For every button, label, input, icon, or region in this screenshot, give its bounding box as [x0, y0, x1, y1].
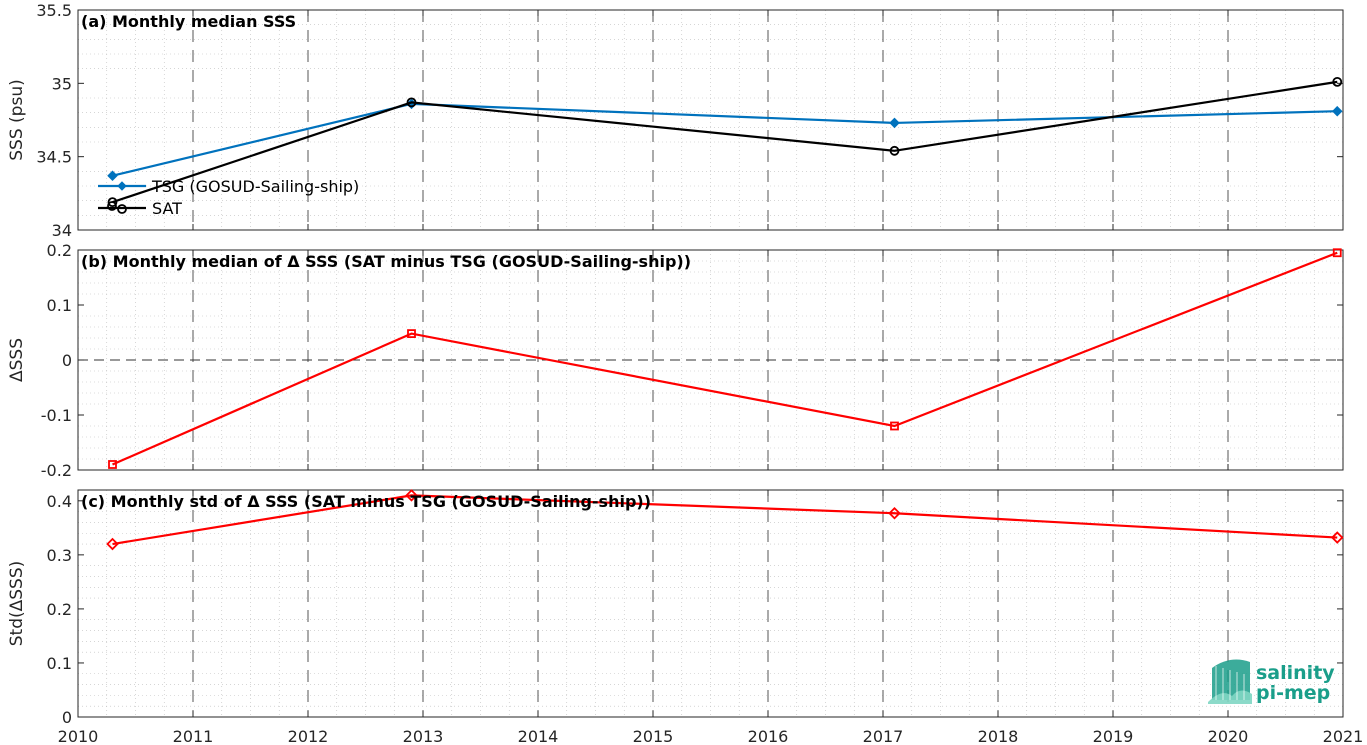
legend-label: TSG (GOSUD-Sailing-ship): [151, 177, 359, 196]
y-tick-label: 0.3: [47, 546, 72, 565]
y-axis-label: ΔSSS: [7, 338, 27, 382]
x-tick-label: 2019: [1093, 727, 1134, 745]
y-axis-label: Std(ΔSSS): [7, 561, 27, 647]
series-delta-0: [106, 489, 1344, 551]
data-point-square: [890, 421, 899, 431]
x-tick-label: 2017: [863, 727, 904, 745]
logo-text-salinity: salinity: [1256, 662, 1335, 684]
axes-box: [77, 489, 1344, 718]
series-line: [112, 80, 1338, 204]
panel-a: 34 34.5 35 35.5 SSS (psu) (a) Monthly median …: [7, 1, 1344, 240]
legend-marker: [107, 201, 117, 211]
data-point-circle: [1332, 76, 1343, 87]
x-tick-label: 2013: [403, 727, 444, 745]
y-axis-label: SSS (psu): [7, 79, 27, 160]
x-tick-label: 2016: [748, 727, 789, 745]
x-tick-label: 2020: [1208, 727, 1249, 745]
legend-label: SAT: [152, 199, 182, 218]
y-tick-label: 0.1: [47, 296, 72, 315]
x-tick-label: 2011: [173, 727, 214, 745]
logo-text-pi-mep: pi-mep: [1256, 682, 1330, 704]
x-tick-label: 2010: [58, 727, 99, 745]
logo-wave-mark: [1212, 659, 1250, 700]
data-point-diamond: [1331, 105, 1343, 117]
x-axis: 2010 2011 2012 2013 2014 2015 2016 2017 2018 2019…: [58, 727, 1364, 745]
legend: TSG (GOSUD-Sailing-ship) SAT: [98, 177, 359, 218]
data-point-square: [1332, 248, 1342, 258]
legend-marker: [117, 181, 127, 191]
data-point-diamond: [106, 537, 119, 551]
y-tick-label: 35.5: [36, 1, 72, 20]
y-tick-label: 0.2: [47, 241, 72, 260]
x-tick-label: 2015: [633, 727, 674, 745]
y-tick-label: 0: [62, 351, 72, 370]
y-tick-label: 34.5: [36, 148, 72, 167]
panel-b: -0.2 -0.1 0 0.1 0.2 ΔSSS (b) Monthly median of…: [7, 241, 1344, 480]
panel-title: (a) Monthly median SSS: [81, 12, 296, 31]
y-tick-label: 35: [52, 74, 72, 93]
panel-c: 0 0.1 0.2 0.3 0.4 Std(ΔSSS) (c) Monthly std of…: [7, 489, 1344, 727]
y-tick-label: 0: [62, 708, 72, 727]
data-point-diamond: [1330, 531, 1344, 544]
data-point-square: [407, 329, 416, 339]
panel-title: (c) Monthly std of Δ SSS (SAT minus TSG …: [81, 492, 651, 511]
y-tick-label: -0.2: [41, 461, 72, 480]
panel-title: (b) Monthly median of Δ SSS (SAT minus T…: [81, 252, 691, 271]
data-point-diamond: [405, 489, 418, 502]
data-point-diamond: [889, 117, 900, 129]
data-point-square: [108, 460, 117, 469]
y-tick-label: 34: [52, 221, 72, 240]
data-point-diamond: [888, 506, 901, 520]
data-point-circle: [406, 97, 417, 108]
series-sat: [107, 76, 1343, 208]
x-tick-label: 2018: [978, 727, 1019, 745]
data-point-circle: [889, 145, 900, 156]
y-tick-label: 0.1: [47, 654, 72, 673]
x-tick-label: 2014: [518, 727, 559, 745]
y-tick-label: 0.2: [47, 600, 72, 619]
series-line: [112, 494, 1338, 546]
legend-marker: [117, 204, 127, 214]
data-point-circle: [107, 197, 118, 208]
plot-area: [78, 10, 1343, 230]
series-delta-0: [108, 248, 1342, 469]
x-tick-label: 2012: [288, 727, 329, 745]
x-tick-label: 2021: [1323, 727, 1364, 745]
axes-box: [77, 9, 1344, 231]
y-tick-label: 0.4: [47, 492, 72, 511]
series-line: [112, 251, 1338, 466]
plot-area: [78, 490, 1343, 717]
y-tick-label: -0.1: [41, 406, 72, 425]
data-point-diamond: [107, 170, 118, 182]
